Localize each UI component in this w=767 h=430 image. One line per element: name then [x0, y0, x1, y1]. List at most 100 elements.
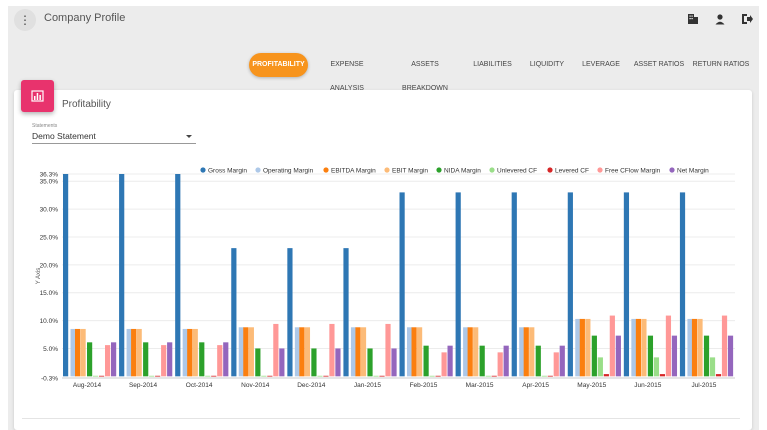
- bar: [709, 357, 716, 377]
- statement-select-value: Demo Statement: [32, 131, 96, 141]
- bar: [231, 248, 237, 377]
- bar: [603, 374, 609, 377]
- bar: [105, 345, 111, 377]
- bar: [727, 335, 734, 377]
- bar: [267, 375, 273, 377]
- bar: [609, 315, 615, 377]
- tab-leverage[interactable]: LEVERAGE: [582, 61, 620, 68]
- bar: [715, 374, 722, 377]
- app-title: Company Profile: [44, 12, 126, 24]
- legend-swatch: [489, 167, 495, 173]
- app-header: ⋮ Company Profile: [8, 6, 759, 34]
- bar: [703, 335, 710, 377]
- legend-label: Operating Margin: [263, 168, 314, 175]
- tab-expense-analysis[interactable]: EXPENSE ANALYSIS: [330, 61, 364, 92]
- legend-label: Free CFlow Margin: [605, 168, 661, 175]
- bar: [391, 348, 397, 377]
- bar: [411, 327, 417, 377]
- y-tick-label: 5.0%: [43, 346, 58, 353]
- building-icon[interactable]: [686, 12, 700, 26]
- bar: [553, 352, 559, 377]
- x-tick-label: Nov-2014: [241, 382, 270, 389]
- bar: [311, 348, 317, 377]
- bar: [379, 375, 385, 377]
- bar: [335, 348, 341, 377]
- more-vert-icon[interactable]: ⋮: [14, 9, 36, 31]
- bar: [679, 192, 686, 377]
- tab-liquidity[interactable]: LIQUIDITY: [529, 61, 565, 68]
- y-tick-label: 36.3%: [40, 172, 59, 179]
- bar: [659, 374, 666, 377]
- legend-label: EBIT Margin: [392, 168, 428, 175]
- bar: [691, 318, 698, 377]
- bar: [559, 345, 565, 377]
- bar: [441, 352, 447, 377]
- bar: [243, 327, 249, 377]
- bar: [355, 327, 361, 377]
- bar: [149, 375, 155, 377]
- bar: [575, 318, 581, 377]
- legend-swatch: [255, 167, 261, 173]
- x-tick-label: Feb-2015: [410, 382, 438, 389]
- tab-profitability[interactable]: PROFITABILITY: [249, 53, 308, 77]
- bar: [261, 375, 267, 377]
- tab-asset-ratios[interactable]: ASSET RATIOS: [633, 61, 685, 68]
- tab-assets-breakdown[interactable]: ASSETS BREAKDOWN: [402, 61, 448, 92]
- y-tick-label: 25.0%: [40, 234, 59, 241]
- bar: [697, 318, 703, 377]
- logout-icon[interactable]: [740, 12, 754, 26]
- legend-swatch: [436, 167, 442, 173]
- legend-swatch: [547, 167, 553, 173]
- bar: [641, 318, 647, 377]
- bar: [63, 174, 69, 377]
- bar: [205, 375, 211, 377]
- bar: [329, 323, 335, 377]
- bar: [721, 315, 728, 377]
- bar: [87, 342, 93, 377]
- account-icon[interactable]: [713, 12, 727, 26]
- y-tick-label: 30.0%: [40, 207, 59, 214]
- x-tick-label: Oct-2014: [186, 382, 213, 389]
- bar: [143, 342, 149, 377]
- bar: [255, 348, 261, 377]
- bar: [535, 345, 541, 377]
- y-tick-label: 20.0%: [40, 262, 59, 269]
- bar: [597, 357, 603, 377]
- bar: [299, 327, 305, 377]
- bar: [273, 323, 279, 377]
- bar: [99, 375, 105, 377]
- x-tick-label: May-2015: [577, 382, 606, 389]
- bar: [399, 192, 405, 377]
- y-tick-label: 35.0%: [40, 179, 59, 186]
- tab-liabilities[interactable]: LIABILITIES: [473, 61, 512, 68]
- bar: [75, 328, 81, 377]
- legend-label: Gross Margin: [208, 168, 247, 175]
- bar: [623, 192, 630, 377]
- bar: [473, 327, 479, 377]
- bar: [199, 342, 205, 377]
- x-tick-label: Dec-2014: [297, 382, 326, 389]
- statements-label: Statements: [32, 123, 58, 129]
- statement-select[interactable]: Demo Statement: [32, 129, 196, 144]
- bar: [417, 327, 423, 377]
- bar: [631, 318, 637, 377]
- bar: [187, 328, 193, 377]
- bar: [529, 327, 535, 377]
- legend-label: NIDA Margin: [444, 168, 481, 175]
- bar: [360, 327, 367, 377]
- tab-bar: PROFITABILITY EXPENSE ANALYSIS ASSETS BR…: [0, 53, 767, 92]
- bar: [467, 327, 473, 377]
- legend-swatch: [384, 167, 390, 173]
- bar: [317, 375, 323, 377]
- bar: [287, 248, 293, 377]
- bar: [217, 345, 223, 377]
- bar: [155, 375, 161, 377]
- bar: [248, 327, 254, 377]
- bar: [126, 328, 132, 377]
- dropdown-arrow-icon: [186, 135, 192, 138]
- bar: [70, 328, 76, 377]
- bar: [238, 327, 244, 377]
- tab-return-ratios[interactable]: RETURN RATIOS: [692, 61, 750, 68]
- bar: [192, 328, 198, 377]
